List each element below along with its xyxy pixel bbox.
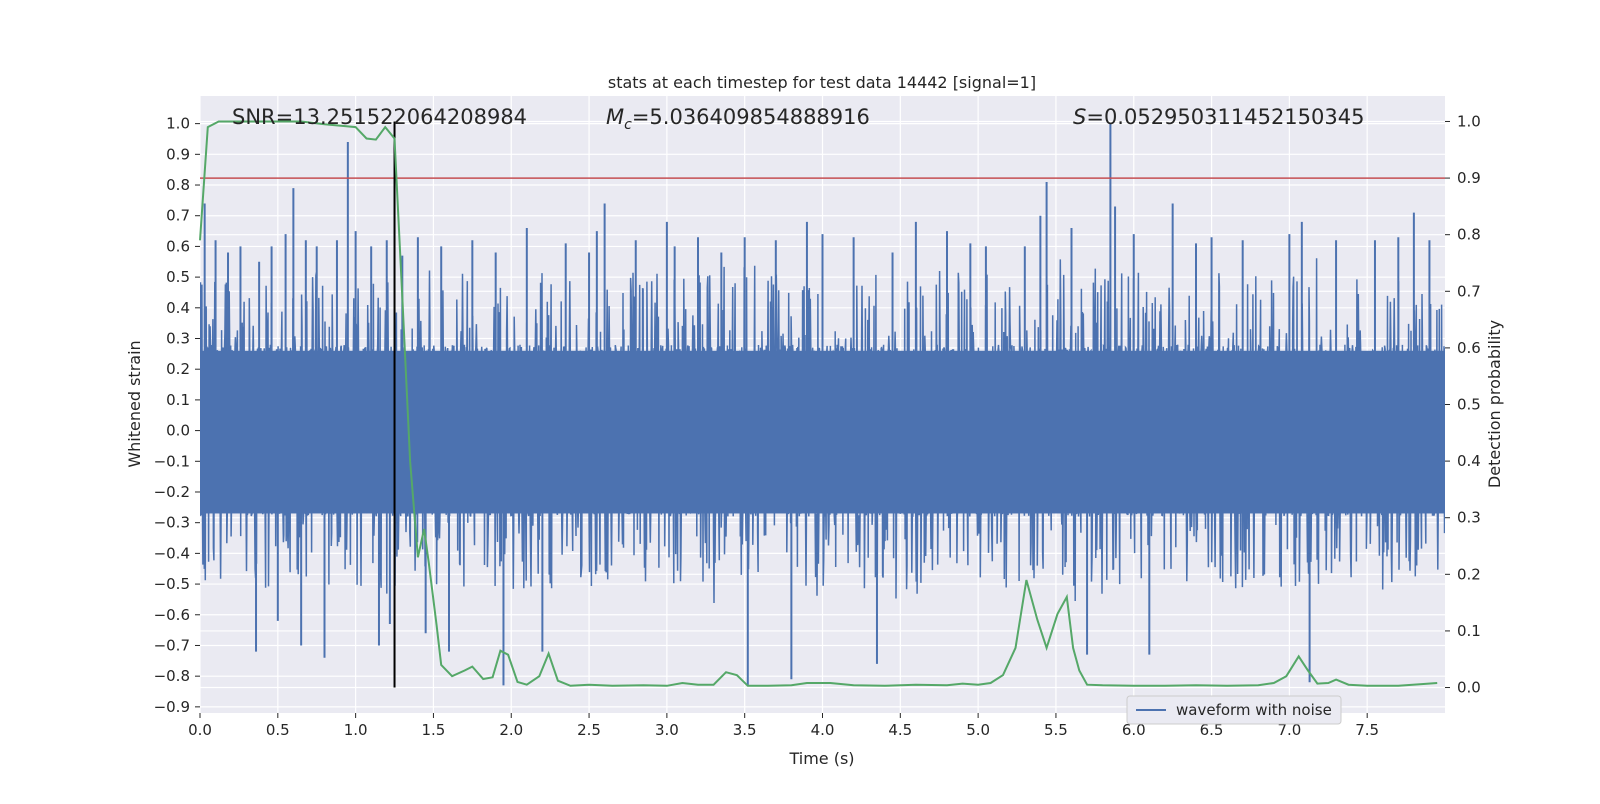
y2-tick-label: 0.3 [1457,509,1481,527]
y-tick-label: 0.5 [166,268,190,286]
y2-tick-label: 0.7 [1457,282,1481,300]
s-annotation: S=0.052950311452150345 [1073,105,1364,129]
waveform-series [200,123,1445,686]
y-tick-label: 0.1 [166,391,190,409]
y-tick-label: 0.7 [166,207,190,225]
chart-title: stats at each timestep for test data 144… [608,73,1036,92]
x-tick-label: 0.5 [266,721,290,739]
x-tick-label: 4.0 [811,721,835,739]
s-value: =0.052950311452150345 [1086,105,1364,129]
y-tick-label: −0.5 [154,575,190,593]
x-tick-label: 3.5 [733,721,757,739]
y-tick-label: 0.3 [166,330,190,348]
y2-axis-label: Detection probability [1485,320,1504,488]
x-tick-label: 1.0 [344,721,368,739]
y-tick-label: −0.7 [154,636,190,654]
overlay [199,120,1445,688]
y2-tick-label: 0.8 [1457,226,1481,244]
x-tick-label: 0.0 [188,721,212,739]
y-tick-label: 0.4 [166,299,190,317]
y-tick-label: −0.6 [154,606,190,624]
y-tick-label: −0.1 [154,452,190,470]
x-tick-label: 6.5 [1200,721,1224,739]
y2-tick-label: 0.5 [1457,396,1481,414]
chirp-mass-annotation: Mc=5.036409854888916 [606,105,870,133]
y2-tick-label: 0.1 [1457,622,1481,640]
x-tick-label: 6.0 [1122,721,1146,739]
y2-tick-label: 0.0 [1457,679,1481,697]
y-tick-label: 1.0 [166,115,190,133]
x-tick-label: 2.0 [499,721,523,739]
y-tick-label: −0.2 [154,483,190,501]
chirp-mass-subscript: c [624,117,632,133]
detection-probability-line [199,120,1438,687]
x-tick-label: 2.5 [577,721,601,739]
snr-annotation: SNR=13.251522064208984 [232,105,527,129]
y-tick-label: 0.6 [166,237,190,255]
x-axis-label: Time (s) [788,749,854,768]
x-tick-label: 3.0 [655,721,679,739]
y-tick-label: −0.8 [154,667,190,685]
legend: waveform with noise [1126,695,1342,725]
y2-tick-label: 0.9 [1457,169,1481,187]
y2-tick-label: 1.0 [1457,112,1481,130]
legend-box [1126,695,1342,725]
y-tick-label: 0.0 [166,422,190,440]
x-tick-label: 4.5 [888,721,912,739]
x-tick-label: 7.0 [1277,721,1301,739]
y-tick-label: 0.2 [166,360,190,378]
x-tick-label: 1.5 [422,721,446,739]
chirp-mass-symbol: M [606,105,624,129]
s-symbol: S [1073,105,1086,129]
y2-tick-label: 0.2 [1457,565,1481,583]
y-tick-label: 0.8 [166,176,190,194]
legend-label: waveform with noise [1176,701,1332,719]
x-tick-label: 5.0 [966,721,990,739]
y-tick-label: −0.3 [154,514,190,532]
x-tick-label: 5.5 [1044,721,1068,739]
chirp-mass-value: =5.036409854888916 [632,105,870,129]
x-tick-label: 7.5 [1355,721,1379,739]
y2-tick-label: 0.6 [1457,339,1481,357]
y-tick-label: 0.9 [166,145,190,163]
y-tick-label: −0.4 [154,544,190,562]
y-tick-label: −0.9 [154,698,190,716]
y-axis-label: Whitened strain [125,340,144,467]
axis-ticks: 0.0 0.5 1.0 1.5 2.0 2.5 3.0 3.5 4.0 4.5 5.0 5.5 6.0 6… [154,112,1481,739]
y2-tick-label: 0.4 [1457,452,1481,470]
